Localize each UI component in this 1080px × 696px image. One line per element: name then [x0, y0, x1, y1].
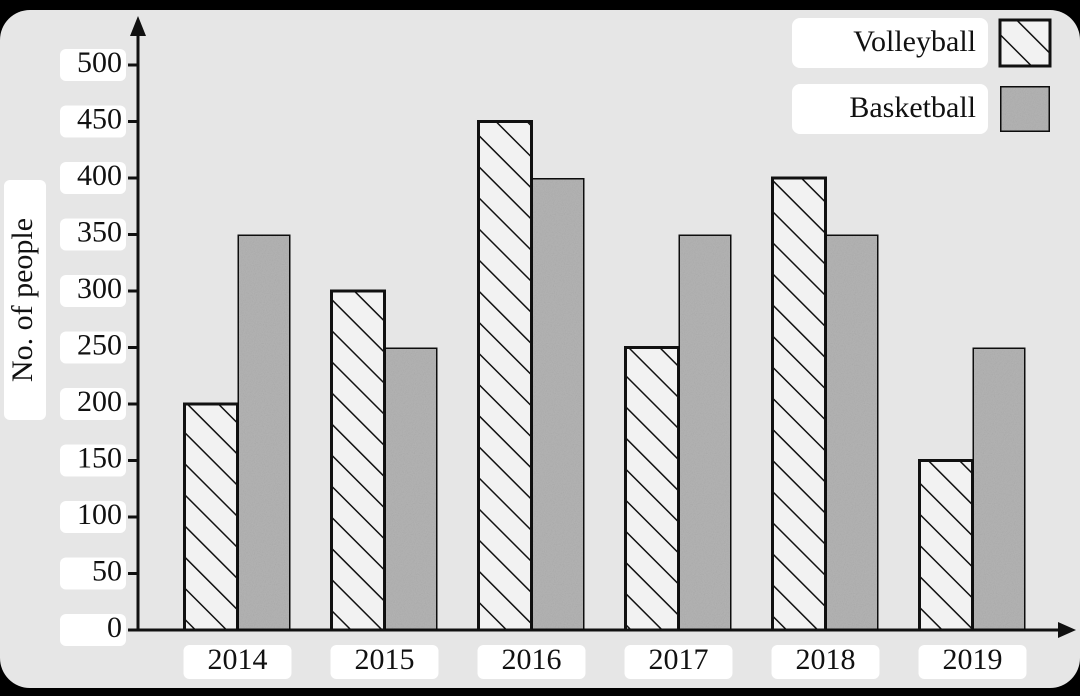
- x-tick-label: 2017: [649, 643, 709, 676]
- bar: [824, 233, 880, 632]
- label-background: [624, 645, 733, 679]
- x-tick-label: 2016: [502, 643, 562, 676]
- x-axis-arrow: [1058, 622, 1076, 638]
- legend-label: Volleyball: [853, 25, 976, 58]
- y-tick-label: 350: [77, 215, 122, 248]
- label-background: [60, 275, 126, 307]
- label-background: [60, 162, 126, 194]
- label-background: [60, 105, 126, 138]
- x-tick-label: 2018: [796, 643, 856, 676]
- bar: [530, 176, 586, 632]
- y-tick-label: 400: [77, 159, 122, 192]
- x-tick-label: 2014: [208, 643, 268, 676]
- y-tick-label: 50: [92, 554, 122, 587]
- y-axis-label: No. of people: [6, 218, 39, 382]
- label-background: [60, 49, 126, 81]
- legend-swatch: [998, 84, 1052, 134]
- label-background: [60, 501, 126, 533]
- label-background: [918, 645, 1027, 679]
- bar: [477, 120, 533, 632]
- bar: [677, 233, 733, 632]
- y-tick-label: 450: [77, 102, 122, 135]
- label-background: [771, 645, 880, 679]
- y-tick-label: 0: [107, 611, 122, 644]
- y-tick-label: 100: [77, 498, 122, 531]
- legend-swatch: [998, 18, 1052, 68]
- label-background: [60, 331, 126, 364]
- y-tick-label: 250: [77, 328, 122, 361]
- y-tick-label: 200: [77, 385, 122, 418]
- label-background: [477, 645, 586, 679]
- bar: [918, 459, 974, 632]
- label-background: [330, 645, 439, 679]
- x-tick-label: 2019: [943, 643, 1003, 676]
- x-tick-label: 2015: [355, 643, 415, 676]
- legend-background: [792, 84, 988, 134]
- bar: [236, 233, 292, 632]
- bar: [330, 289, 386, 632]
- label-background: [60, 218, 126, 251]
- bar: [383, 346, 439, 632]
- label-background: [60, 388, 126, 420]
- label-background: [60, 444, 126, 477]
- label-background: [183, 645, 292, 679]
- bar: [624, 346, 680, 632]
- bar: [771, 176, 827, 632]
- bar: [183, 402, 239, 632]
- bar: [971, 346, 1027, 632]
- label-background: [60, 557, 126, 590]
- legend-label: Basketball: [849, 91, 976, 124]
- y-tick-label: 150: [77, 441, 122, 474]
- y-axis-arrow: [130, 16, 146, 36]
- label-background: [60, 614, 126, 646]
- y-tick-label: 300: [77, 272, 122, 305]
- y-tick-label: 500: [77, 46, 122, 79]
- legend-background: [792, 18, 988, 68]
- label-background: [4, 180, 46, 420]
